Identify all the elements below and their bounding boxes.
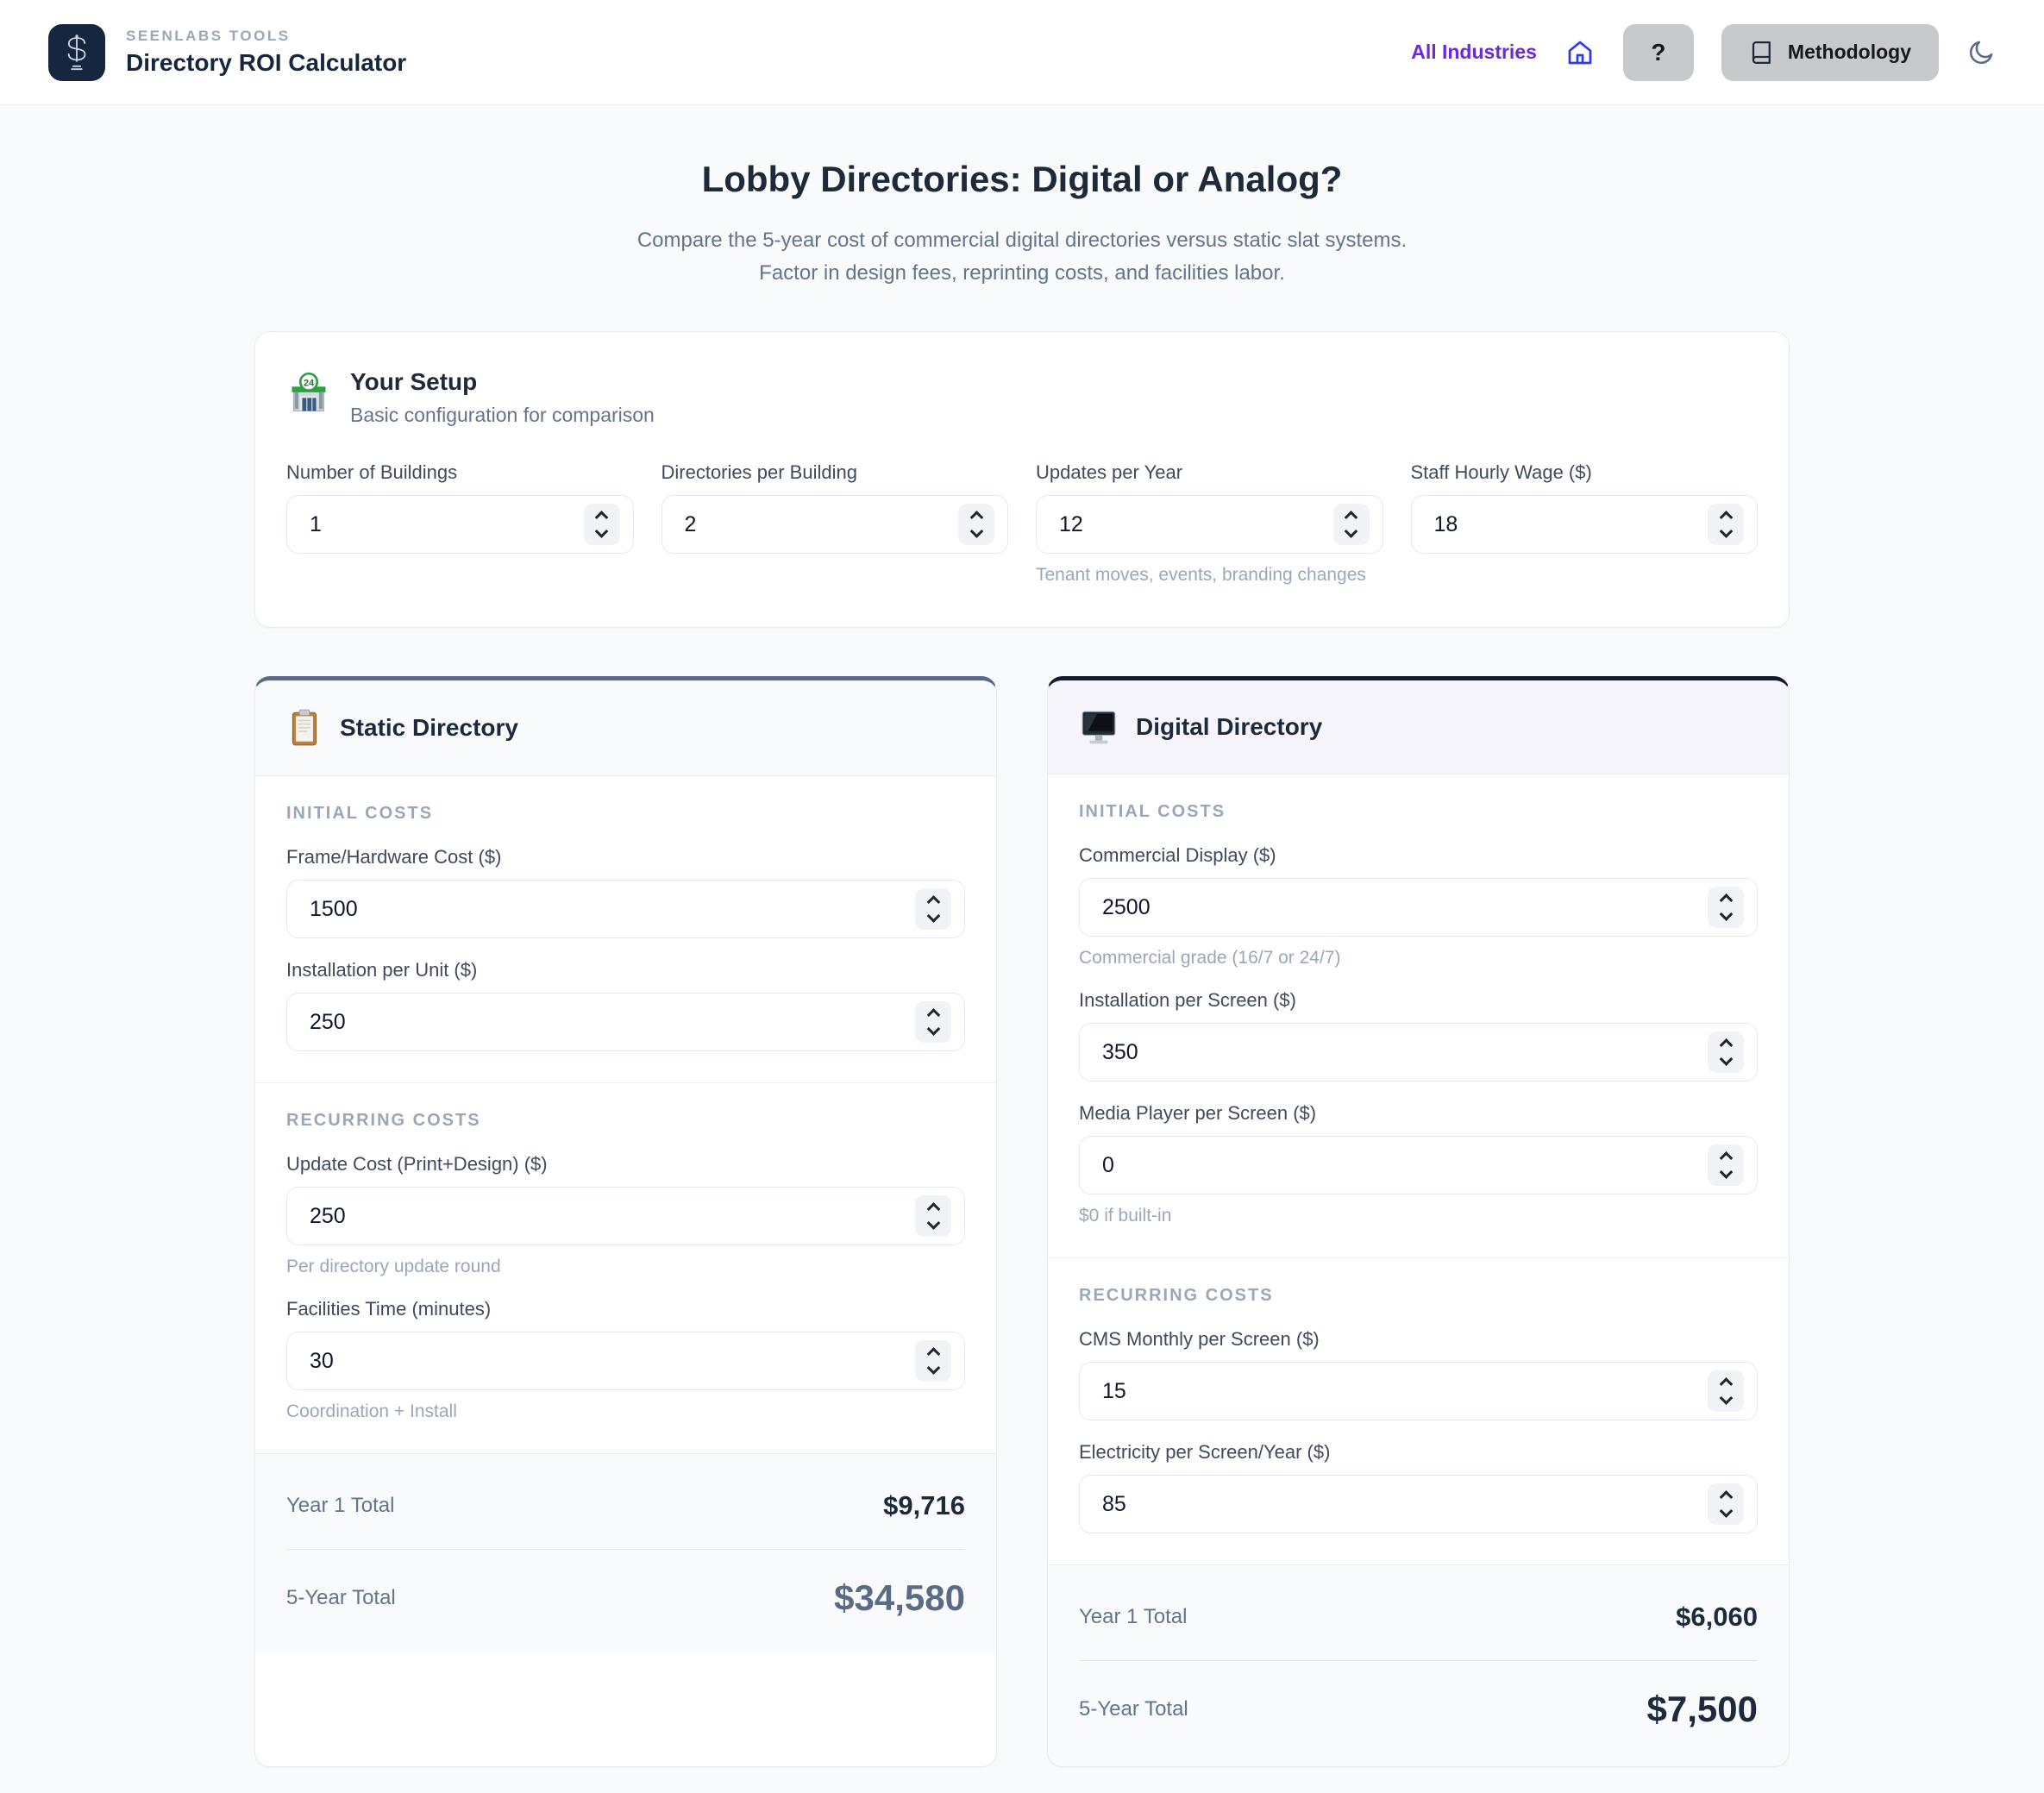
logo-icon	[48, 23, 105, 81]
dark-mode-moon-icon[interactable]	[1966, 38, 1996, 67]
field-label: Facilities Time (minutes)	[286, 1298, 492, 1320]
digital-initial-costs-section: INITIAL COSTS Commercial Display ($) Com…	[1048, 774, 1789, 1257]
number-stepper[interactable]	[915, 1195, 951, 1237]
static-card-filler	[255, 1655, 996, 1766]
electricity-input[interactable]	[1079, 1475, 1758, 1533]
installation-per-unit-input[interactable]	[286, 993, 965, 1051]
setup-field-buildings: Number of Buildings	[286, 461, 634, 586]
home-icon[interactable]	[1564, 37, 1596, 68]
field-label: Installation per Screen ($)	[1079, 989, 1296, 1011]
setup-field-updates: Updates per Year Tenant moves, events, b…	[1036, 461, 1383, 586]
section-header: INITIAL COSTS	[286, 804, 434, 823]
setup-card: 24 Your Setup Basic configuration for co…	[254, 331, 1790, 628]
commercial-display-input[interactable]	[1079, 878, 1758, 937]
five-year-total-label: 5-Year Total	[286, 1586, 396, 1609]
field-label: Media Player per Screen ($)	[1079, 1102, 1317, 1124]
section-header: RECURRING COSTS	[1079, 1286, 1274, 1305]
brand-text: SEENLABS TOOLS Directory ROI Calculator	[126, 28, 406, 77]
year1-total-value: $9,716	[883, 1490, 965, 1520]
setup-title: Your Setup	[350, 368, 478, 395]
clipboard-icon	[286, 708, 323, 748]
field-label: Number of Buildings	[286, 461, 458, 483]
digital-recurring-costs-section: RECURRING COSTS CMS Monthly per Screen (…	[1048, 1257, 1789, 1564]
static-initial-costs-section: INITIAL COSTS Frame/Hardware Cost ($) In…	[255, 776, 996, 1082]
methodology-button[interactable]: Methodology	[1721, 23, 1939, 81]
static-recurring-costs-section: RECURRING COSTS Update Cost (Print+Desig…	[255, 1082, 996, 1453]
field-label: Electricity per Screen/Year ($)	[1079, 1441, 1331, 1463]
setup-subtitle: Basic configuration for comparison	[350, 404, 655, 426]
hero: Lobby Directories: Digital or Analog? Co…	[0, 159, 2044, 290]
updates-input[interactable]	[1036, 495, 1383, 554]
number-stepper[interactable]	[915, 1340, 951, 1382]
field-label: Update Cost (Print+Design) ($)	[286, 1153, 548, 1175]
section-header: INITIAL COSTS	[1079, 802, 1226, 821]
static-totals: Year 1 Total $9,716 5-Year Total $34,580	[255, 1453, 996, 1655]
header-nav: All Industries ? Methodology	[1411, 23, 1996, 81]
directories-input[interactable]	[661, 495, 1008, 554]
number-stepper[interactable]	[1708, 1144, 1744, 1186]
media-player-input[interactable]	[1079, 1136, 1758, 1194]
field-hint: Coordination + Install	[286, 1401, 457, 1421]
year1-total-label: Year 1 Total	[1079, 1605, 1188, 1628]
digital-directory-card: Digital Directory INITIAL COSTS Commerci…	[1047, 676, 1790, 1767]
field-label: Updates per Year	[1036, 461, 1183, 483]
setup-field-wage: Staff Hourly Wage ($)	[1410, 461, 1758, 586]
book-icon	[1749, 40, 1775, 66]
page-title: Directory ROI Calculator	[126, 49, 407, 76]
field-hint: Tenant moves, events, branding changes	[1036, 565, 1366, 585]
field-hint: Per directory update round	[286, 1257, 501, 1276]
number-stepper[interactable]	[1708, 1031, 1744, 1073]
field-label: Installation per Unit ($)	[286, 959, 478, 981]
hero-title: Lobby Directories: Digital or Analog?	[701, 159, 1343, 199]
update-cost-input[interactable]	[286, 1187, 965, 1245]
hero-subtitle-line2: Factor in design fees, reprinting costs,…	[759, 261, 1285, 285]
frame-hardware-cost-input[interactable]	[286, 880, 965, 938]
static-card-title: Static Directory	[340, 714, 518, 741]
methodology-label: Methodology	[1787, 41, 1911, 63]
number-stepper[interactable]	[915, 1001, 951, 1043]
help-button[interactable]: ?	[1622, 23, 1694, 81]
buildings-input[interactable]	[286, 495, 634, 554]
digital-card-title: Digital Directory	[1136, 713, 1323, 740]
field-label: CMS Monthly per Screen ($)	[1079, 1328, 1320, 1350]
all-industries-link[interactable]: All Industries	[1411, 41, 1537, 63]
year1-total-label: Year 1 Total	[286, 1494, 395, 1517]
app-header: SEENLABS TOOLS Directory ROI Calculator …	[0, 0, 2044, 105]
five-year-total-value: $34,580	[834, 1577, 965, 1618]
digital-totals: Year 1 Total $6,060 5-Year Total $7,500	[1048, 1564, 1789, 1766]
five-year-total-value: $7,500	[1646, 1689, 1758, 1729]
static-directory-card: Static Directory INITIAL COSTS Frame/Har…	[254, 676, 997, 1767]
number-stepper[interactable]	[1708, 1483, 1744, 1525]
cms-monthly-input[interactable]	[1079, 1362, 1758, 1420]
facilities-time-input[interactable]	[286, 1332, 965, 1390]
brand: SEENLABS TOOLS Directory ROI Calculator	[48, 23, 406, 81]
field-hint: $0 if built-in	[1079, 1206, 1172, 1226]
number-stepper[interactable]	[958, 504, 994, 545]
store-24-icon: 24	[286, 372, 331, 417]
field-label: Frame/Hardware Cost ($)	[286, 846, 502, 868]
field-label: Commercial Display ($)	[1079, 844, 1276, 866]
number-stepper[interactable]	[1708, 887, 1744, 928]
number-stepper[interactable]	[583, 504, 620, 545]
installation-per-screen-input[interactable]	[1079, 1023, 1758, 1081]
hero-subtitle-line1: Compare the 5-year cost of commercial di…	[636, 229, 1408, 252]
field-label: Staff Hourly Wage ($)	[1410, 461, 1592, 483]
wage-input[interactable]	[1410, 495, 1758, 554]
five-year-total-label: 5-Year Total	[1079, 1697, 1188, 1721]
monitor-icon	[1079, 708, 1119, 746]
field-hint: Commercial grade (16/7 or 24/7)	[1079, 948, 1341, 968]
field-label: Directories per Building	[661, 461, 857, 483]
year1-total-value: $6,060	[1676, 1602, 1758, 1632]
section-header: RECURRING COSTS	[286, 1111, 481, 1130]
number-stepper[interactable]	[1708, 1370, 1744, 1412]
number-stepper[interactable]	[1708, 504, 1744, 545]
brand-eyebrow: SEENLABS TOOLS	[126, 28, 291, 44]
setup-field-directories: Directories per Building	[661, 461, 1008, 586]
number-stepper[interactable]	[1332, 504, 1370, 545]
hero-subtitle: Compare the 5-year cost of commercial di…	[0, 224, 2044, 290]
number-stepper[interactable]	[915, 888, 951, 930]
svg-text:24: 24	[304, 378, 314, 388]
